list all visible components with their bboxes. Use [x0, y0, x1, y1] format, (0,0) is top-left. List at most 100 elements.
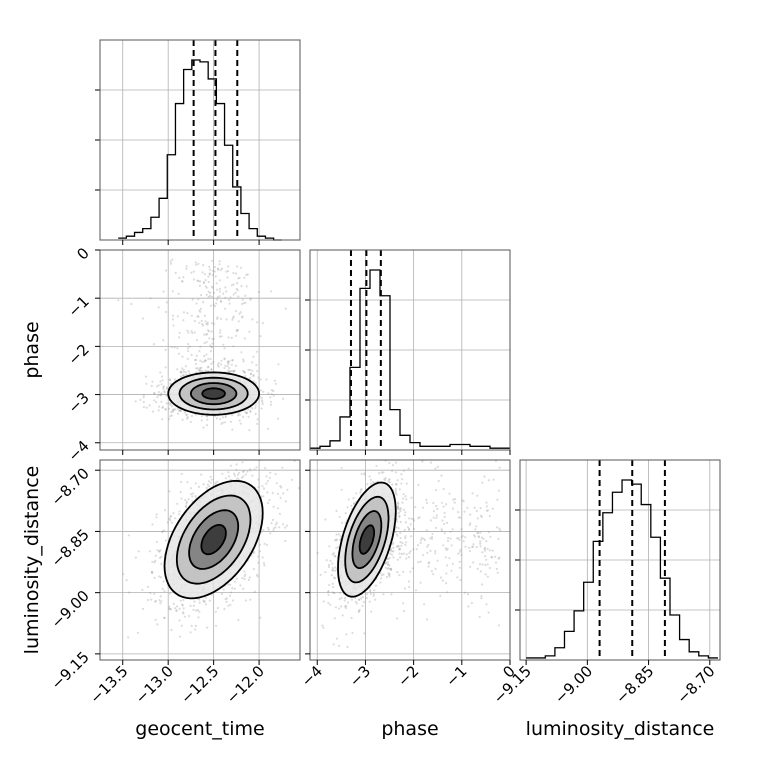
sample-point	[269, 400, 273, 403]
sample-point	[400, 482, 403, 485]
sample-point	[427, 562, 430, 565]
sample-point	[419, 560, 422, 563]
sample-point	[219, 299, 223, 302]
sample-point	[265, 475, 268, 478]
sample-point	[339, 535, 342, 538]
sample-point	[164, 348, 167, 351]
sample-point	[211, 338, 214, 341]
sample-point	[184, 504, 187, 507]
panel-content	[100, 425, 300, 660]
sample-point	[235, 330, 239, 333]
sample-point	[316, 551, 319, 555]
sample-point	[284, 539, 287, 543]
sample-point	[266, 427, 269, 430]
sample-point	[242, 475, 245, 478]
sample-point	[361, 596, 364, 599]
sample-point	[428, 561, 431, 564]
sample-point	[282, 397, 285, 400]
sample-point	[481, 551, 484, 554]
sample-point	[345, 633, 348, 636]
sample-point	[220, 422, 223, 425]
sample-point	[285, 524, 289, 527]
sample-point	[221, 592, 224, 595]
sample-point	[170, 414, 173, 417]
sample-point	[249, 372, 253, 375]
sample-point	[180, 371, 183, 374]
sample-point	[186, 357, 189, 360]
sample-point	[440, 501, 444, 504]
sample-point	[232, 315, 235, 318]
sample-point	[487, 611, 490, 614]
sample-point	[142, 394, 145, 397]
sample-point	[248, 576, 251, 579]
contour-line	[351, 510, 383, 569]
sample-point	[332, 569, 335, 572]
sample-point	[489, 535, 492, 538]
sample-point	[236, 282, 239, 285]
sample-point	[167, 417, 170, 421]
sample-point	[382, 573, 385, 576]
sample-point	[213, 265, 217, 269]
sample-point	[259, 389, 263, 392]
sample-point	[394, 530, 397, 533]
sample-point	[222, 588, 225, 591]
sample-point	[197, 298, 200, 301]
sample-point	[149, 591, 152, 595]
sample-point	[335, 533, 338, 536]
sample-point	[414, 506, 417, 509]
contour-line	[344, 495, 390, 584]
sample-point	[483, 547, 486, 551]
sample-point	[268, 476, 271, 479]
sample-point	[203, 273, 206, 276]
sample-point	[242, 369, 245, 372]
sample-point	[141, 588, 144, 592]
sample-point	[227, 265, 230, 268]
sample-point	[479, 540, 482, 543]
sample-point	[460, 528, 463, 531]
sample-point	[436, 559, 439, 562]
sample-point	[169, 402, 172, 405]
sample-point	[469, 522, 472, 525]
x-tick-label: −9.00	[551, 662, 596, 707]
sample-point	[264, 425, 266, 427]
sample-point	[209, 350, 212, 353]
sample-point	[331, 591, 334, 594]
sample-point	[412, 548, 415, 551]
sample-point	[405, 482, 408, 485]
sample-point	[246, 408, 249, 411]
sample-point	[198, 368, 201, 371]
sample-point	[189, 420, 192, 424]
sample-point	[194, 495, 197, 498]
sample-point	[253, 590, 256, 593]
sample-point	[360, 473, 363, 476]
sample-point	[227, 475, 231, 478]
sample-point	[202, 281, 205, 284]
sample-point	[395, 526, 398, 529]
sample-point	[214, 481, 217, 484]
sample-point	[159, 595, 162, 598]
sample-point	[399, 508, 402, 511]
sample-point	[403, 610, 406, 613]
sample-point	[479, 514, 483, 517]
sample-point	[229, 369, 233, 373]
sample-point	[325, 559, 328, 562]
sample-point	[457, 537, 460, 540]
sample-point	[200, 319, 203, 322]
sample-point	[272, 527, 275, 530]
sample-point	[185, 413, 188, 416]
sample-point	[233, 453, 235, 455]
sample-point	[382, 593, 385, 596]
sample-point	[181, 604, 184, 607]
sample-point	[458, 560, 461, 563]
hist-panel-luminosity_distance	[515, 459, 721, 661]
sample-point	[199, 367, 202, 370]
sample-point	[216, 267, 220, 270]
sample-point	[459, 550, 462, 553]
sample-point	[203, 360, 206, 363]
sample-point	[248, 468, 252, 471]
sample-point	[399, 507, 402, 510]
sample-point	[231, 414, 234, 417]
sample-point	[488, 515, 491, 518]
hist-panel-phase	[305, 249, 511, 451]
y-tick-label: −8.70	[48, 464, 93, 509]
